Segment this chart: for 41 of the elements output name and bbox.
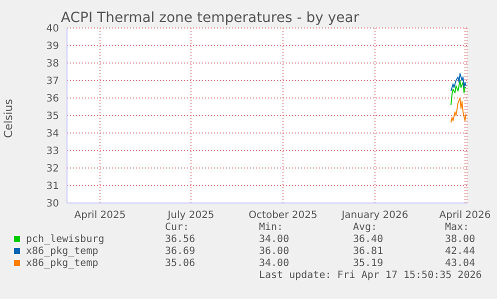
text: 36.00 xyxy=(259,246,290,257)
text: 36.81 xyxy=(353,246,384,257)
x-tick-label: October 2025 xyxy=(248,210,318,222)
y-tick-label: 40 xyxy=(46,24,59,35)
y-tick-label: 30 xyxy=(46,198,59,210)
y-tick-label: 37 xyxy=(46,76,59,88)
text: 43.04 xyxy=(445,258,476,269)
x-tick-label: July 2025 xyxy=(166,210,214,222)
text: 34.00 xyxy=(259,234,290,245)
text: 38.00 xyxy=(445,234,476,245)
text: Min: xyxy=(259,222,284,233)
y-tick-label: 39 xyxy=(46,41,59,52)
text: 35.06 xyxy=(165,258,196,269)
y-tick-label: 34 xyxy=(46,128,59,140)
line-series xyxy=(450,98,466,123)
x-tick-label: April 2025 xyxy=(74,210,126,222)
text: 36.40 xyxy=(353,234,384,245)
y-tick-label: 33 xyxy=(46,146,59,158)
legend-label: pch_lewisburg xyxy=(26,234,104,245)
text: Last update: Fri Apr 17 15:50:35 2026 xyxy=(259,270,482,281)
y-tick-label: 36 xyxy=(46,94,59,105)
text: Cur: xyxy=(165,222,190,233)
y-tick-label: 35 xyxy=(46,111,59,122)
x-tick-label: April 2026 xyxy=(439,210,491,222)
text: 35.19 xyxy=(353,258,384,269)
y-tick-label: 38 xyxy=(46,58,59,70)
text: 36.56 xyxy=(165,234,196,245)
text: 42.44 xyxy=(445,246,476,257)
legend-label: x86_pkg_temp xyxy=(26,258,98,269)
line-series xyxy=(450,80,466,106)
text: 34.00 xyxy=(259,258,290,269)
y-tick-label: 31 xyxy=(46,181,59,192)
chart-title: ACPI Thermal zone temperatures - by year xyxy=(60,10,360,26)
line-series xyxy=(450,73,466,92)
text: Avg: xyxy=(353,222,378,233)
legend-label: x86_pkg_temp xyxy=(26,246,98,257)
y-tick-label: 32 xyxy=(46,164,59,175)
y-axis-title: Celsius xyxy=(2,99,15,138)
text: Max: xyxy=(445,222,470,233)
text: 36.69 xyxy=(165,246,196,257)
x-tick-label: January 2026 xyxy=(340,210,408,222)
